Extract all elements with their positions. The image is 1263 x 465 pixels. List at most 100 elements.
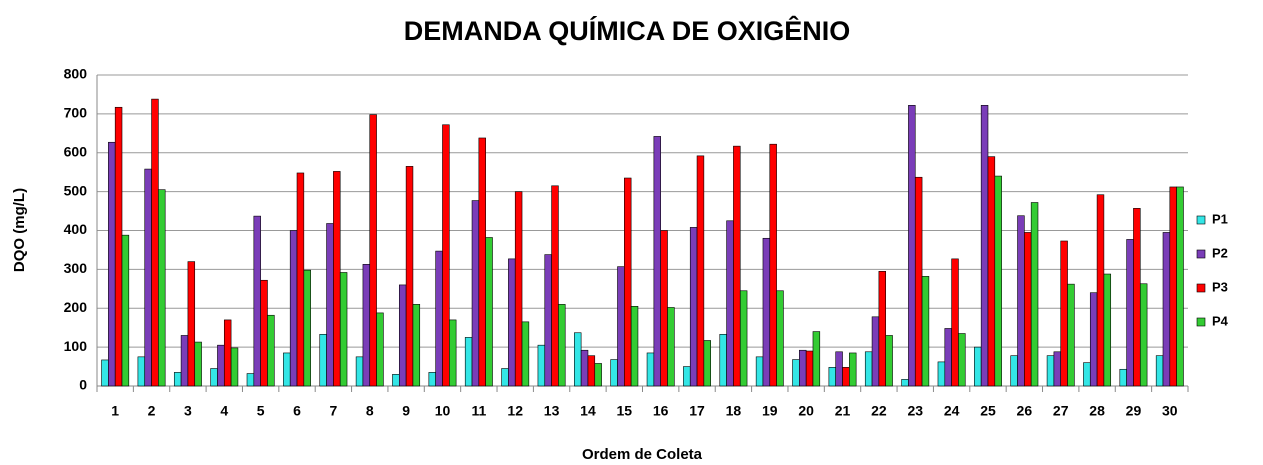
bar xyxy=(617,266,625,387)
bar xyxy=(901,379,909,387)
bar xyxy=(1024,232,1032,387)
bar xyxy=(551,185,559,387)
x-tick-label: 20 xyxy=(798,403,814,419)
x-axis-title: Ordem de Coleta xyxy=(582,446,703,463)
y-tick-label: 800 xyxy=(64,66,88,82)
bar xyxy=(1089,292,1098,387)
bar xyxy=(217,344,225,387)
bar xyxy=(994,175,1002,387)
bar xyxy=(296,172,305,387)
bar xyxy=(624,177,632,387)
x-tick-label: 6 xyxy=(293,403,301,419)
x-tick-label: 8 xyxy=(366,403,374,419)
bar xyxy=(230,347,239,387)
bar xyxy=(137,356,146,387)
x-tick-label: 11 xyxy=(471,403,486,419)
bar xyxy=(144,168,152,387)
legend-label: P3 xyxy=(1212,279,1228,294)
bar xyxy=(1169,186,1177,387)
y-tick-label: 700 xyxy=(64,105,88,121)
bar xyxy=(398,284,407,387)
bar xyxy=(1053,351,1062,387)
bar xyxy=(319,333,327,387)
bar xyxy=(594,363,602,387)
bar xyxy=(733,145,741,387)
bar xyxy=(951,258,959,387)
bar xyxy=(101,359,109,387)
bar xyxy=(514,191,523,387)
bar xyxy=(849,352,857,387)
bar xyxy=(544,254,552,387)
bar xyxy=(660,230,668,387)
bar xyxy=(1155,355,1164,387)
y-tick-label: 600 xyxy=(64,143,88,159)
bar xyxy=(1046,355,1055,387)
x-tick-label: 28 xyxy=(1089,403,1105,419)
bar xyxy=(878,271,887,387)
bar xyxy=(610,359,618,387)
bar xyxy=(805,350,814,387)
bar xyxy=(369,114,377,387)
bar xyxy=(828,367,836,387)
bar xyxy=(1060,240,1068,387)
bar xyxy=(558,304,566,387)
bar xyxy=(1126,239,1134,387)
bar xyxy=(921,276,930,387)
bar xyxy=(864,351,873,387)
bar xyxy=(646,352,655,387)
bar xyxy=(392,374,400,387)
bar xyxy=(580,349,589,387)
bar xyxy=(1176,186,1184,387)
legend-label: P1 xyxy=(1212,211,1228,226)
y-tick-label: 300 xyxy=(64,260,88,276)
x-tick-label: 22 xyxy=(871,403,887,419)
bar xyxy=(537,344,546,387)
bar xyxy=(158,189,166,387)
bar xyxy=(333,171,341,387)
bar xyxy=(792,359,800,387)
bar xyxy=(108,141,116,387)
bar xyxy=(1096,194,1105,387)
x-tick-label: 30 xyxy=(1162,403,1178,419)
bar xyxy=(696,155,705,387)
x-tick-label: 1 xyxy=(111,403,119,419)
bar xyxy=(501,368,509,387)
x-tick-label: 12 xyxy=(507,403,523,419)
bar xyxy=(521,321,530,387)
bar xyxy=(1017,215,1025,387)
bar xyxy=(151,98,159,387)
bar xyxy=(937,361,946,387)
bar xyxy=(1083,362,1091,387)
bar xyxy=(246,373,255,387)
bar xyxy=(405,166,414,387)
y-tick-label: 200 xyxy=(64,299,88,315)
bar xyxy=(1119,368,1127,387)
bar xyxy=(689,227,698,387)
bar xyxy=(769,143,777,387)
bar xyxy=(428,372,436,387)
y-tick-label: 400 xyxy=(64,221,88,237)
bar xyxy=(1010,355,1018,387)
y-axis-title: DQO (mg/L) xyxy=(11,188,28,272)
bar xyxy=(471,200,480,387)
x-tick-label: 13 xyxy=(544,403,560,419)
bar xyxy=(355,356,364,387)
bar xyxy=(485,237,493,387)
x-tick-label: 15 xyxy=(617,403,633,419)
bar xyxy=(812,331,821,387)
bar xyxy=(478,137,486,387)
bar xyxy=(114,106,123,387)
x-tick-label: 16 xyxy=(653,403,669,419)
bar xyxy=(508,258,516,387)
bar xyxy=(442,124,450,387)
x-tick-label: 21 xyxy=(835,403,851,419)
bar xyxy=(339,272,348,387)
bar xyxy=(719,333,727,387)
bar xyxy=(223,319,232,387)
bar xyxy=(362,264,371,387)
x-tick-label: 18 xyxy=(726,403,742,419)
x-tick-label: 4 xyxy=(220,403,228,419)
x-tick-label: 5 xyxy=(257,403,265,419)
x-tick-label: 9 xyxy=(402,403,410,419)
